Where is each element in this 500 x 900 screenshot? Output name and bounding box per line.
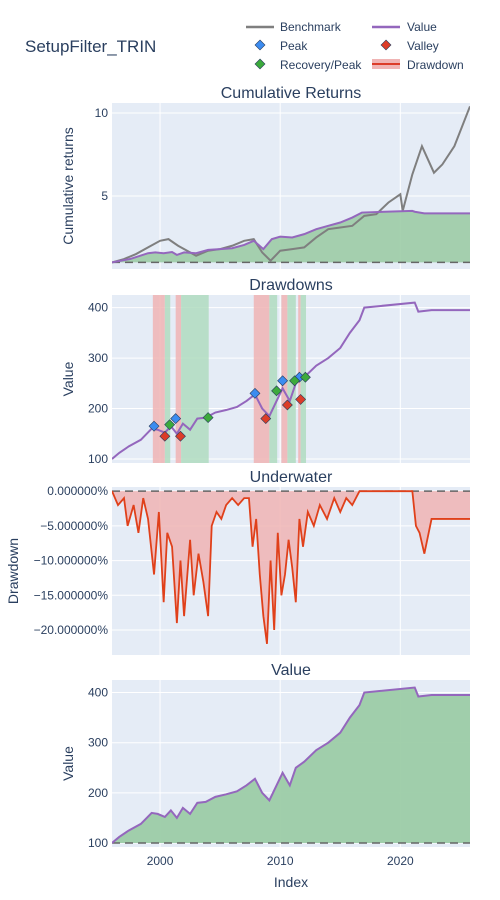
legend-recovery-marker — [254, 58, 266, 70]
drawdowns-y-tick-label: 100 — [88, 452, 108, 466]
cumulative-y-axis-title: Cumulative returns — [60, 127, 76, 245]
legend-recovery-label: Recovery/Peak — [280, 58, 362, 72]
drawdowns-y-tick-label: 200 — [88, 402, 108, 416]
drawdowns-title: Drawdowns — [249, 277, 333, 294]
recovery-band — [269, 295, 278, 463]
drawdowns-y-tick-label: 400 — [88, 301, 108, 315]
valley-marker[interactable] — [260, 413, 272, 425]
cumulative-value-line — [112, 209, 470, 264]
legend[interactable]: Benchmark Value Peak Valley Recovery/Pea… — [246, 20, 464, 72]
value-y-tick-label: 400 — [88, 686, 108, 700]
cumulative-value-area — [112, 210, 470, 263]
legend-drawdown-label: Drawdown — [407, 58, 464, 72]
valley-marker[interactable] — [281, 399, 293, 411]
underwater-y-axis-title: Drawdown — [5, 538, 21, 604]
value-y-axis-title: Value — [60, 746, 76, 781]
underwater-panel: 0.000000% −5.000000% −10.000000% −15.000000… — [5, 469, 470, 655]
drawdown-band — [152, 295, 165, 463]
peak-marker[interactable] — [277, 375, 289, 387]
underwater-title: Underwater — [250, 469, 333, 486]
underwater-y-tick-label: −20.000000% — [34, 623, 109, 637]
underwater-y-tick-label: −15.000000% — [34, 588, 109, 602]
underwater-y-tick-label: −5.000000% — [40, 519, 108, 533]
drawdowns-y-axis-title: Value — [60, 361, 76, 396]
cumulative-title: Cumulative Returns — [221, 85, 362, 102]
value-y-tick-label: 300 — [88, 736, 108, 750]
value-y-tick-label: 100 — [88, 836, 108, 850]
recovery-marker[interactable] — [299, 371, 311, 383]
legend-valley-marker — [380, 39, 392, 51]
x-axis-title: Index — [274, 874, 308, 890]
legend-value-label: Value — [407, 20, 437, 34]
underwater-y-tick-label: −10.000000% — [34, 554, 109, 568]
figure-title: SetupFilter_TRIN — [25, 37, 156, 56]
legend-benchmark-label: Benchmark — [280, 20, 342, 34]
recovery-marker[interactable] — [289, 375, 301, 387]
peak-marker[interactable] — [170, 413, 182, 425]
peak-marker[interactable] — [249, 387, 261, 399]
drawdown-band — [253, 295, 270, 463]
drawdown-band — [175, 295, 182, 463]
recovery-marker[interactable] — [164, 419, 176, 431]
underwater-line — [112, 490, 470, 645]
value-panel: 100 200 300 400 Value Value 2000 2010 2020 — [60, 662, 470, 868]
legend-peak-marker — [254, 39, 266, 51]
recovery-marker[interactable] — [202, 412, 214, 424]
legend-valley-label: Valley — [407, 39, 439, 53]
recovery-band — [181, 295, 209, 463]
cumulative-panel: 5 10 Cumulative Returns Cumulative returns — [60, 85, 470, 269]
value-title: Value — [271, 662, 311, 679]
value-line — [112, 686, 470, 844]
valley-marker[interactable] — [175, 430, 186, 442]
legend-peak-label: Peak — [280, 39, 308, 53]
drawdowns-panel: 100 200 300 400 Drawdowns Value — [60, 277, 470, 466]
underwater-area — [112, 491, 470, 644]
valley-marker[interactable] — [159, 430, 171, 442]
peak-marker[interactable] — [148, 420, 160, 432]
cumulative-y-tick-label: 10 — [95, 106, 109, 120]
recovery-band — [164, 295, 171, 463]
benchmark-line — [112, 105, 470, 264]
cumulative-y-tick-label: 5 — [101, 189, 108, 203]
x-tick-label: 2020 — [387, 854, 414, 868]
recovery-marker[interactable] — [271, 385, 283, 397]
drawdowns-y-tick-label: 300 — [88, 351, 108, 365]
x-tick-label: 2000 — [147, 854, 174, 868]
value-y-tick-label: 200 — [88, 786, 108, 800]
valley-marker[interactable] — [295, 394, 307, 405]
x-tick-label: 2010 — [267, 854, 294, 868]
underwater-y-tick-label: 0.000000% — [47, 484, 108, 498]
value-area — [112, 687, 470, 843]
